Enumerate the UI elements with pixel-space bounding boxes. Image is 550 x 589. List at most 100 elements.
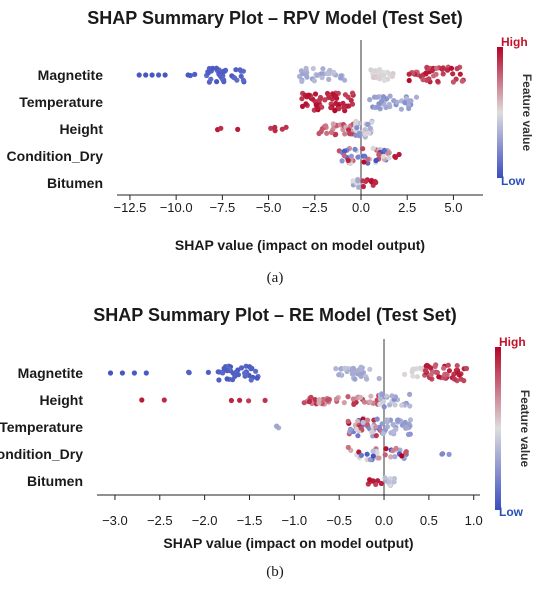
shap-point (316, 400, 322, 406)
shap-point (345, 418, 351, 424)
shap-point (423, 368, 429, 374)
shap-point (324, 90, 331, 97)
shap-point (450, 71, 456, 77)
shap-point (426, 76, 432, 82)
shap-point (402, 371, 408, 377)
shap-point (186, 369, 192, 375)
shap-point (423, 70, 429, 76)
shap-point (248, 365, 254, 371)
shap-point (131, 370, 137, 376)
x-tick-label: −10.0 (160, 200, 193, 215)
shap-point (238, 73, 244, 79)
shap-point (312, 91, 319, 97)
chart-panel-a: SHAP Summary Plot – RPV Model (Test Set)… (7, 8, 534, 286)
shap-point (254, 375, 260, 381)
feature-label: Magnetite (18, 365, 84, 381)
shap-point (380, 72, 386, 78)
shap-point (213, 65, 220, 71)
shap-point (350, 178, 356, 184)
x-tick-label: −12.5 (113, 200, 146, 215)
x-tick-label: −0.5 (326, 513, 352, 528)
shap-point (382, 452, 388, 458)
x-tick-label: −1.0 (281, 513, 307, 528)
shap-point (404, 425, 411, 431)
shap-point (330, 121, 336, 127)
shap-point (319, 75, 325, 81)
shap-point (386, 155, 392, 161)
shap-point (303, 72, 309, 78)
shap-point (406, 71, 412, 77)
shap-point (448, 65, 455, 71)
feature-points-bitumen (365, 475, 397, 488)
shap-point (379, 421, 385, 427)
shap-point (312, 397, 318, 403)
feature-label: Condition_Dry (0, 446, 83, 462)
shap-point (355, 154, 361, 160)
shap-point (218, 125, 224, 131)
shap-point (350, 396, 356, 402)
shap-point (306, 92, 312, 98)
shap-point (408, 98, 414, 104)
shap-point (435, 78, 441, 84)
shap-point (452, 376, 458, 382)
shap-point (407, 431, 413, 437)
colorbar (495, 347, 501, 510)
shap-point (399, 402, 405, 408)
shap-point (367, 399, 373, 405)
shap-point (205, 70, 211, 76)
colorbar-low-label: Low (499, 505, 524, 519)
shap-point (339, 158, 345, 164)
shap-point (355, 433, 361, 439)
panel-label: (b) (266, 564, 284, 580)
shap-point (377, 395, 383, 401)
shap-point (367, 97, 373, 103)
shap-point (355, 418, 361, 424)
shap-point (316, 130, 322, 137)
shap-point (370, 448, 376, 454)
x-axis-label: SHAP value (impact on model output) (163, 535, 413, 551)
shap-point (384, 419, 390, 425)
shap-point (331, 69, 337, 75)
feature-label: Bitumen (27, 473, 83, 489)
shap-point (205, 369, 211, 375)
shap-point (386, 479, 392, 485)
shap-point (387, 402, 393, 408)
shap-point (458, 376, 464, 382)
x-tick-label: 0.5 (420, 513, 438, 528)
shap-point (376, 375, 382, 382)
shap-point (376, 70, 382, 76)
shap-point (380, 399, 387, 405)
shap-point (352, 376, 358, 382)
shap-point (365, 160, 371, 166)
shap-point (424, 64, 430, 70)
shap-point (433, 362, 439, 368)
x-tick-label: −5.0 (256, 200, 282, 215)
shap-point (336, 372, 342, 378)
shap-point (253, 368, 259, 374)
shap-point (356, 184, 362, 190)
shap-point (376, 455, 382, 461)
shap-point (215, 369, 221, 375)
shap-point (246, 398, 252, 404)
shap-point (221, 69, 227, 75)
shap-point (367, 125, 373, 131)
shap-point (342, 131, 348, 137)
shap-point (388, 454, 394, 460)
feature-label: Height (59, 121, 103, 137)
shap-point (323, 123, 329, 129)
shap-point (214, 79, 220, 85)
shap-point (381, 77, 387, 83)
shap-point (367, 477, 373, 483)
shap-point (216, 377, 222, 383)
shap-point (389, 393, 395, 399)
shap-point (445, 362, 451, 368)
shap-point (407, 391, 413, 397)
shap-point (332, 108, 338, 114)
shap-point (240, 77, 246, 83)
shap-point (373, 424, 379, 430)
shap-point (333, 131, 339, 137)
shap-point (156, 72, 162, 78)
shap-point (384, 424, 390, 430)
x-tick-label: −1.5 (237, 513, 263, 528)
shap-point (434, 369, 440, 376)
